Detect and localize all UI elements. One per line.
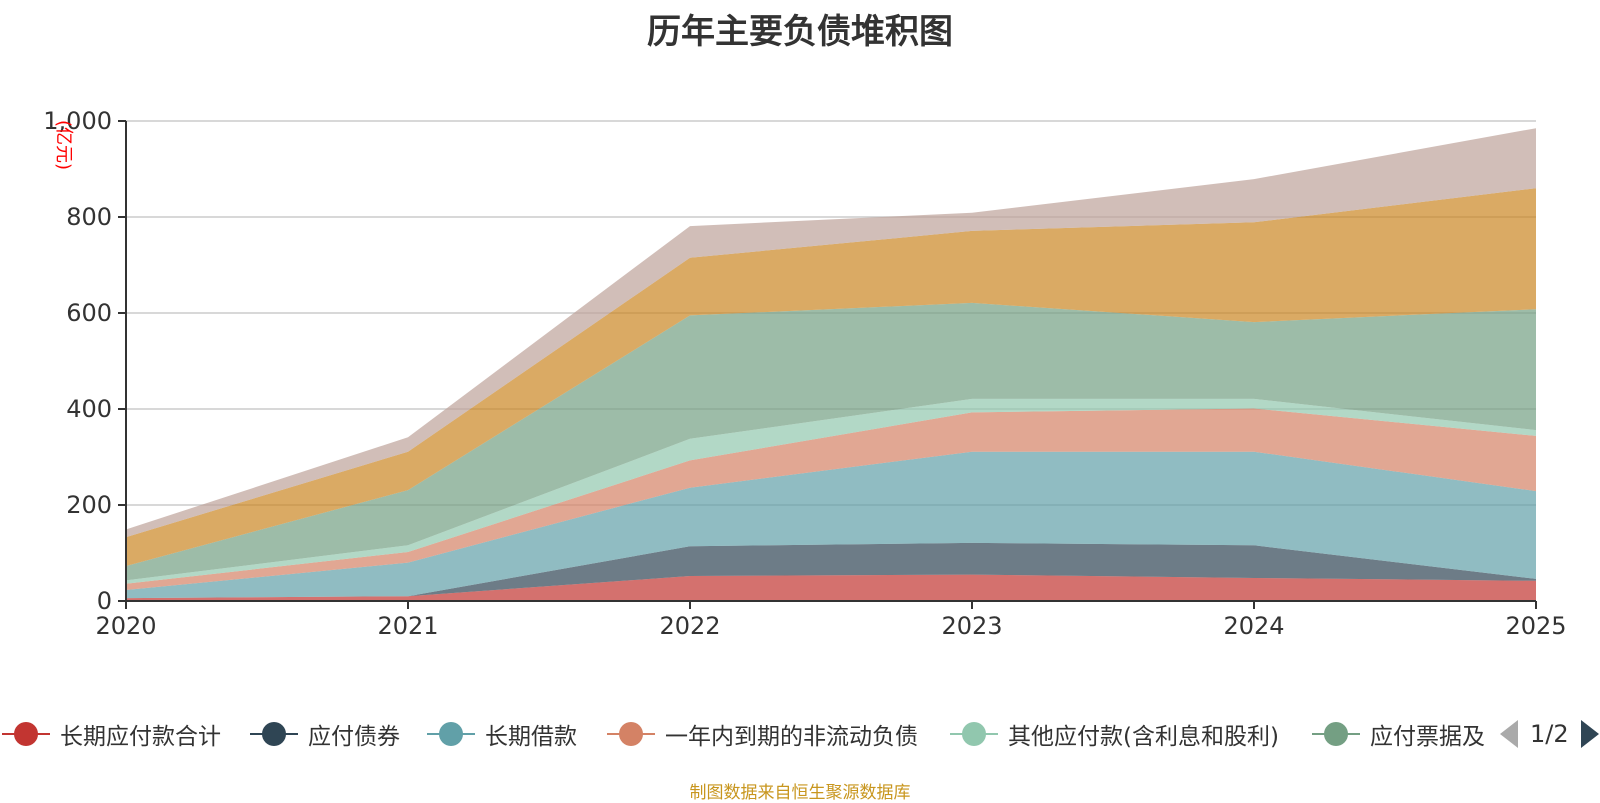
legend-label: 其他应付款(含利息和股利): [1008, 724, 1279, 750]
area-series-8: [126, 128, 1536, 538]
area-series-group: [126, 128, 1536, 601]
y-tick-label: 0: [97, 587, 112, 615]
legend-label: 长期应付款合计: [60, 724, 221, 750]
x-tick-label: 2022: [659, 612, 720, 640]
area-series-6: [126, 302, 1536, 581]
data-source-note: 制图数据来自恒生聚源数据库: [689, 783, 911, 803]
stacked-area-chart: 0 200 400 600 800 1,000 2020 2021 2022 2023 2024 20…: [43, 107, 1566, 640]
area-series-7: [126, 188, 1536, 566]
legend-marker-icon: [948, 720, 1000, 748]
x-tick-label: 2020: [95, 612, 156, 640]
legend-marker-icon: [605, 720, 657, 748]
y-tick-label: 800: [66, 203, 112, 231]
legend-item[interactable]: 长期应付款合计: [0, 714, 221, 754]
legend-label: 应付票据及应付账款: [1370, 724, 1485, 750]
legend-prev-page-icon[interactable]: [1500, 720, 1518, 748]
axes: 0 200 400 600 800 1,000 2020 2021 2022 2023 2024 20…: [43, 107, 1566, 640]
legend-marker-icon: [248, 720, 300, 748]
area-series-1: [126, 574, 1536, 601]
legend-label: 应付债券: [308, 724, 400, 750]
legend-item[interactable]: 应付债券: [248, 714, 400, 754]
y-tick-label: 600: [66, 299, 112, 327]
legend-label: 一年内到期的非流动负债: [665, 724, 918, 750]
legend-item[interactable]: 一年内到期的非流动负债: [605, 714, 918, 754]
x-tick-label: 2025: [1505, 612, 1566, 640]
y-tick-label: 200: [66, 491, 112, 519]
legend-label: 长期借款: [485, 724, 577, 750]
y-axis-unit-label: (亿元): [53, 120, 74, 170]
legend-item[interactable]: 应付票据及应付账款: [1310, 714, 1485, 754]
x-tick-label: 2021: [377, 612, 438, 640]
legend-item[interactable]: 其他应付款(含利息和股利): [948, 714, 1279, 754]
area-series-3: [126, 451, 1536, 599]
legend-marker-icon: [0, 720, 52, 748]
legend-pager: 1/2: [1500, 714, 1599, 754]
area-series-5: [126, 398, 1536, 584]
legend-marker-icon: [425, 720, 477, 748]
y-tick-label: 400: [66, 395, 112, 423]
legend-page-indicator: 1/2: [1530, 720, 1569, 748]
x-tick-label: 2023: [941, 612, 1002, 640]
area-series-2: [126, 542, 1536, 599]
legend-item[interactable]: 长期借款: [425, 714, 577, 754]
x-tick-label: 2024: [1223, 612, 1284, 640]
legend-marker-icon: [1310, 720, 1362, 748]
chart-title: 历年主要负债堆积图: [647, 12, 953, 52]
area-series-4: [126, 408, 1536, 590]
legend-items: 长期应付款合计 应付债券 长期借款 一年内到期的非流动负债 其他应付款(含利息和股利) 应…: [0, 714, 1485, 754]
y-tick-label: 1,000: [43, 107, 112, 135]
legend-next-page-icon[interactable]: [1580, 720, 1599, 748]
legend: 长期应付款合计 应付债券 长期借款 一年内到期的非流动负债 其他应付款(含利息和股利) 应…: [0, 714, 1600, 754]
